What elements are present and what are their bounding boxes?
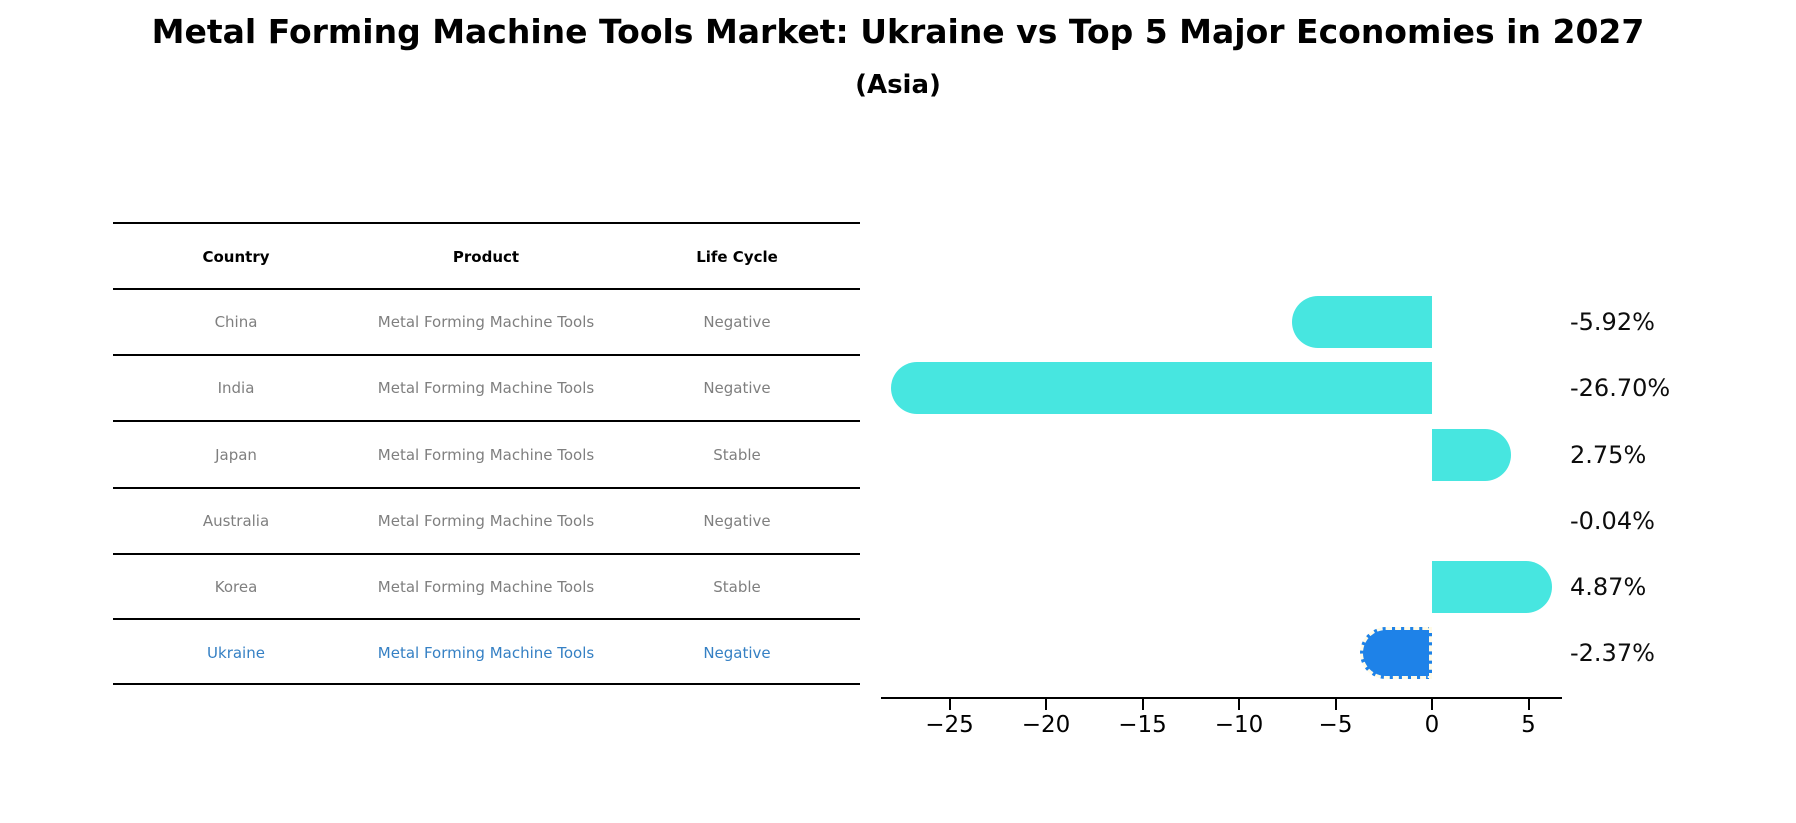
column-header-country: Country bbox=[202, 248, 270, 266]
cell-product: Metal Forming Machine Tools bbox=[377, 578, 595, 596]
x-axis-tick bbox=[948, 699, 951, 710]
table-header-divider bbox=[113, 288, 860, 290]
cell-life-cycle: Stable bbox=[713, 446, 761, 464]
cell-product: Metal Forming Machine Tools bbox=[377, 644, 595, 662]
bar-china bbox=[1291, 296, 1432, 348]
x-axis-tick-label: −10 bbox=[1214, 712, 1264, 738]
cell-product: Metal Forming Machine Tools bbox=[377, 379, 595, 397]
cell-product: Metal Forming Machine Tools bbox=[377, 512, 595, 530]
cell-life-cycle: Negative bbox=[703, 379, 771, 397]
value-label-australia: -0.04% bbox=[1570, 507, 1655, 535]
x-axis-tick bbox=[1431, 699, 1433, 710]
value-label-korea: 4.87% bbox=[1570, 573, 1647, 601]
page-title: Metal Forming Machine Tools Market: Ukra… bbox=[151, 12, 1645, 51]
x-axis-tick-label: −15 bbox=[1118, 712, 1167, 738]
table-border-top bbox=[113, 222, 860, 224]
cell-life-cycle: Stable bbox=[713, 578, 761, 596]
page-subtitle: (Asia) bbox=[855, 70, 941, 100]
value-label-ukraine: -2.37% bbox=[1570, 639, 1655, 667]
cell-life-cycle: Negative bbox=[703, 313, 771, 331]
x-axis-line bbox=[881, 697, 1562, 699]
table-row-divider bbox=[113, 618, 860, 620]
cell-country: Korea bbox=[214, 578, 258, 596]
cell-life-cycle: Negative bbox=[703, 644, 771, 662]
cell-country: Australia bbox=[202, 512, 270, 530]
value-label-japan: 2.75% bbox=[1570, 441, 1647, 469]
table-border-bottom bbox=[113, 683, 860, 685]
table-row-divider bbox=[113, 354, 860, 356]
x-axis-tick-label: −25 bbox=[925, 712, 974, 738]
bar-korea bbox=[1432, 561, 1552, 613]
cell-country: Japan bbox=[215, 446, 257, 464]
cell-country: India bbox=[217, 379, 255, 397]
table-row-divider bbox=[113, 487, 860, 489]
x-axis-tick bbox=[1238, 699, 1240, 710]
x-axis-tick-label: 0 bbox=[1424, 712, 1440, 738]
bar-india bbox=[890, 362, 1432, 414]
x-axis-tick-label: −20 bbox=[1021, 712, 1071, 738]
x-axis-tick-label: −5 bbox=[1318, 712, 1353, 738]
x-axis-tick bbox=[1141, 699, 1144, 710]
table-row-divider bbox=[113, 553, 860, 555]
cell-life-cycle: Negative bbox=[703, 512, 771, 530]
bar-ukraine bbox=[1360, 627, 1432, 679]
table-row-divider bbox=[113, 420, 860, 422]
value-label-china: -5.92% bbox=[1570, 308, 1655, 336]
x-axis-tick-label: 5 bbox=[1521, 712, 1536, 738]
x-axis-tick bbox=[1045, 699, 1047, 710]
bar-japan bbox=[1432, 429, 1512, 481]
cell-product: Metal Forming Machine Tools bbox=[377, 313, 595, 331]
x-axis-tick bbox=[1334, 699, 1337, 710]
cell-product: Metal Forming Machine Tools bbox=[377, 446, 595, 464]
column-header-life-cycle: Life Cycle bbox=[696, 248, 778, 266]
x-axis-tick bbox=[1527, 699, 1530, 710]
column-header-product: Product bbox=[452, 248, 520, 266]
value-label-india: -26.70% bbox=[1570, 374, 1671, 402]
cell-country: Ukraine bbox=[207, 644, 265, 662]
cell-country: China bbox=[214, 313, 258, 331]
